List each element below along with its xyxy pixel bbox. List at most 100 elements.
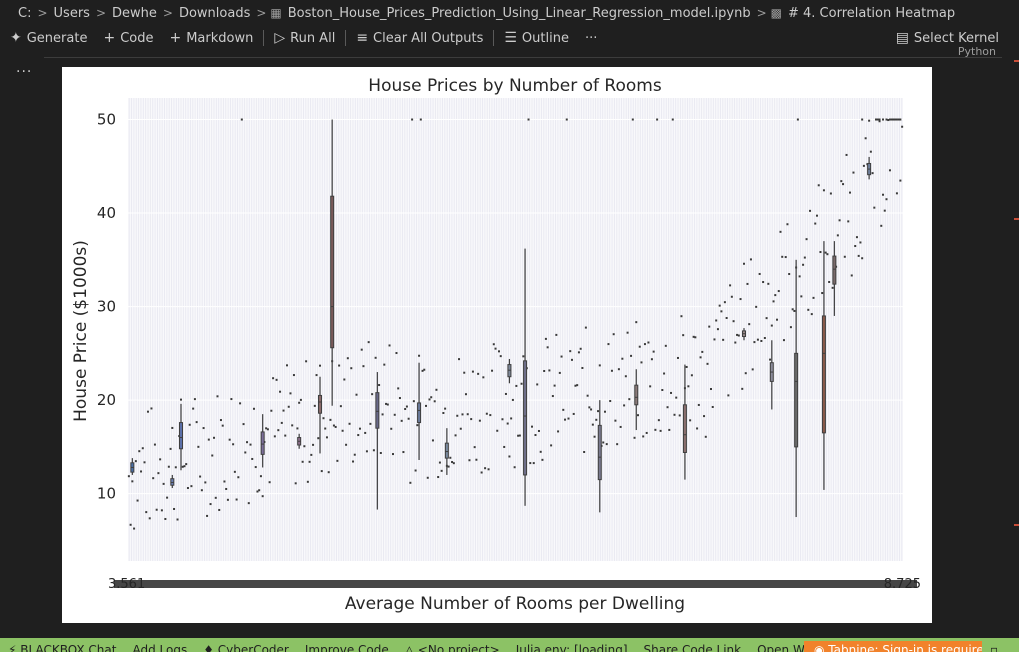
- outlier-point: [623, 404, 626, 407]
- outlier-point: [888, 118, 891, 121]
- outlier-point: [506, 422, 509, 425]
- outlier-point: [491, 369, 494, 372]
- outlier-point: [353, 453, 356, 456]
- outlier-point: [518, 434, 521, 437]
- breadcrumb-file[interactable]: Boston_House_Prices_Prediction_Using_Lin…: [287, 5, 751, 21]
- outlier-point: [252, 407, 255, 410]
- outlier-point: [478, 419, 481, 422]
- outlier-point: [814, 222, 817, 225]
- outlier-point: [763, 337, 766, 340]
- outlier-point: [459, 427, 462, 430]
- breadcrumb-cell[interactable]: # 4. Correlation Heatmap: [787, 5, 956, 21]
- outlier-point: [383, 363, 386, 366]
- outlier-point: [678, 414, 681, 417]
- outlier-point: [388, 344, 391, 347]
- outlier-point: [614, 419, 617, 422]
- generate-button[interactable]: ✦ Generate: [0, 27, 95, 49]
- outlier-point: [195, 421, 198, 424]
- breadcrumb-user[interactable]: Dewhe: [112, 5, 157, 21]
- outlier-point: [822, 189, 825, 192]
- outlier-point: [348, 422, 351, 425]
- sparkle-icon: ✦: [10, 30, 22, 46]
- outlier-point: [819, 251, 822, 254]
- outlier-point: [899, 179, 902, 182]
- outlier-point: [781, 255, 784, 258]
- outlier-point: [855, 236, 858, 239]
- outlier-point: [315, 374, 318, 377]
- outlier-point: [868, 119, 871, 122]
- outlier-point: [364, 431, 367, 434]
- outlier-point: [849, 191, 852, 194]
- outlier-point: [701, 350, 704, 353]
- outlier-point: [577, 351, 580, 354]
- outlier-point: [854, 245, 857, 248]
- outlier-point: [473, 446, 476, 449]
- outlier-point: [532, 462, 535, 465]
- outlier-point: [183, 465, 186, 468]
- clear-all-outputs-button[interactable]: ≡ Clear All Outputs: [348, 27, 491, 49]
- ruler-mark: [1014, 218, 1019, 220]
- outlier-point: [484, 467, 487, 470]
- outlier-point: [734, 341, 737, 344]
- outlier-point: [225, 487, 228, 490]
- outlier-point: [167, 465, 170, 468]
- outlier-point: [372, 449, 375, 452]
- share-code-link-item[interactable]: Share Code Link: [643, 643, 742, 652]
- outlier-point: [539, 450, 542, 453]
- outlier-point: [345, 443, 348, 446]
- box-body: [821, 315, 826, 434]
- outlier-point: [362, 365, 365, 368]
- outlier-point: [510, 417, 513, 420]
- cell-language-label[interactable]: Python: [957, 45, 996, 58]
- tabnine-item[interactable]: ◉ Tabnine: Sign-in is required: [804, 641, 1002, 652]
- blackbox-chat-item[interactable]: ⚡ BLACKBOX Chat: [0, 641, 124, 652]
- outlier-point: [583, 450, 586, 453]
- outlier-point: [586, 394, 589, 397]
- project-item[interactable]: △ <No project>: [397, 641, 508, 652]
- more-actions-button[interactable]: ···: [584, 30, 598, 46]
- add-logs-item[interactable]: Add Logs: [132, 643, 188, 652]
- outlier-point: [692, 335, 695, 338]
- julia-env-item[interactable]: Julia env: [loading]: [515, 643, 628, 652]
- breadcrumb-downloads[interactable]: Downloads: [178, 5, 251, 21]
- outlier-point: [753, 341, 756, 344]
- add-code-cell-button[interactable]: + Code: [95, 27, 161, 49]
- outlier-point: [358, 427, 361, 430]
- python-cell-icon: ▩: [770, 6, 782, 20]
- outlier-point: [456, 414, 459, 417]
- outlier-point: [299, 398, 302, 401]
- cybercoder-item[interactable]: ♦ CyberCoder: [195, 641, 297, 652]
- outlier-point: [704, 435, 707, 438]
- overview-ruler: [1014, 60, 1019, 620]
- outlier-point: [329, 418, 332, 421]
- notifications-bell-icon[interactable]: ▫: [982, 641, 1007, 652]
- outlier-point: [890, 118, 893, 121]
- outlier-point: [527, 118, 530, 121]
- outline-button[interactable]: ☰ Outline: [496, 27, 577, 49]
- blackbox-label: BLACKBOX Chat: [20, 643, 117, 652]
- outlier-point: [207, 438, 210, 441]
- improve-code-item[interactable]: Improve Code: [304, 643, 389, 652]
- outlier-point: [553, 384, 556, 387]
- outlier-point: [414, 469, 417, 472]
- breadcrumb-drive[interactable]: C:: [18, 5, 32, 21]
- outlier-point: [393, 413, 396, 416]
- add-markdown-cell-button[interactable]: + Markdown: [161, 27, 261, 49]
- outlier-point: [287, 405, 290, 408]
- outlier-point: [531, 425, 534, 428]
- outlier-point: [346, 357, 349, 360]
- outlier-point: [876, 118, 879, 121]
- outlier-point: [134, 460, 137, 463]
- outlier-point: [810, 313, 813, 316]
- outlier-point: [631, 118, 634, 121]
- outlier-point: [411, 118, 414, 121]
- outlier-point: [138, 450, 141, 453]
- breadcrumb-users[interactable]: Users: [53, 5, 90, 21]
- run-all-button[interactable]: ▷ Run All: [266, 27, 343, 49]
- cell-more-actions[interactable]: ···: [16, 64, 33, 80]
- select-kernel-button[interactable]: ▤ Select Kernel: [888, 27, 1007, 49]
- box-body: [260, 431, 265, 455]
- box-body: [178, 422, 183, 450]
- open-website-item[interactable]: Open Website: [757, 643, 841, 652]
- outlier-point: [266, 428, 269, 431]
